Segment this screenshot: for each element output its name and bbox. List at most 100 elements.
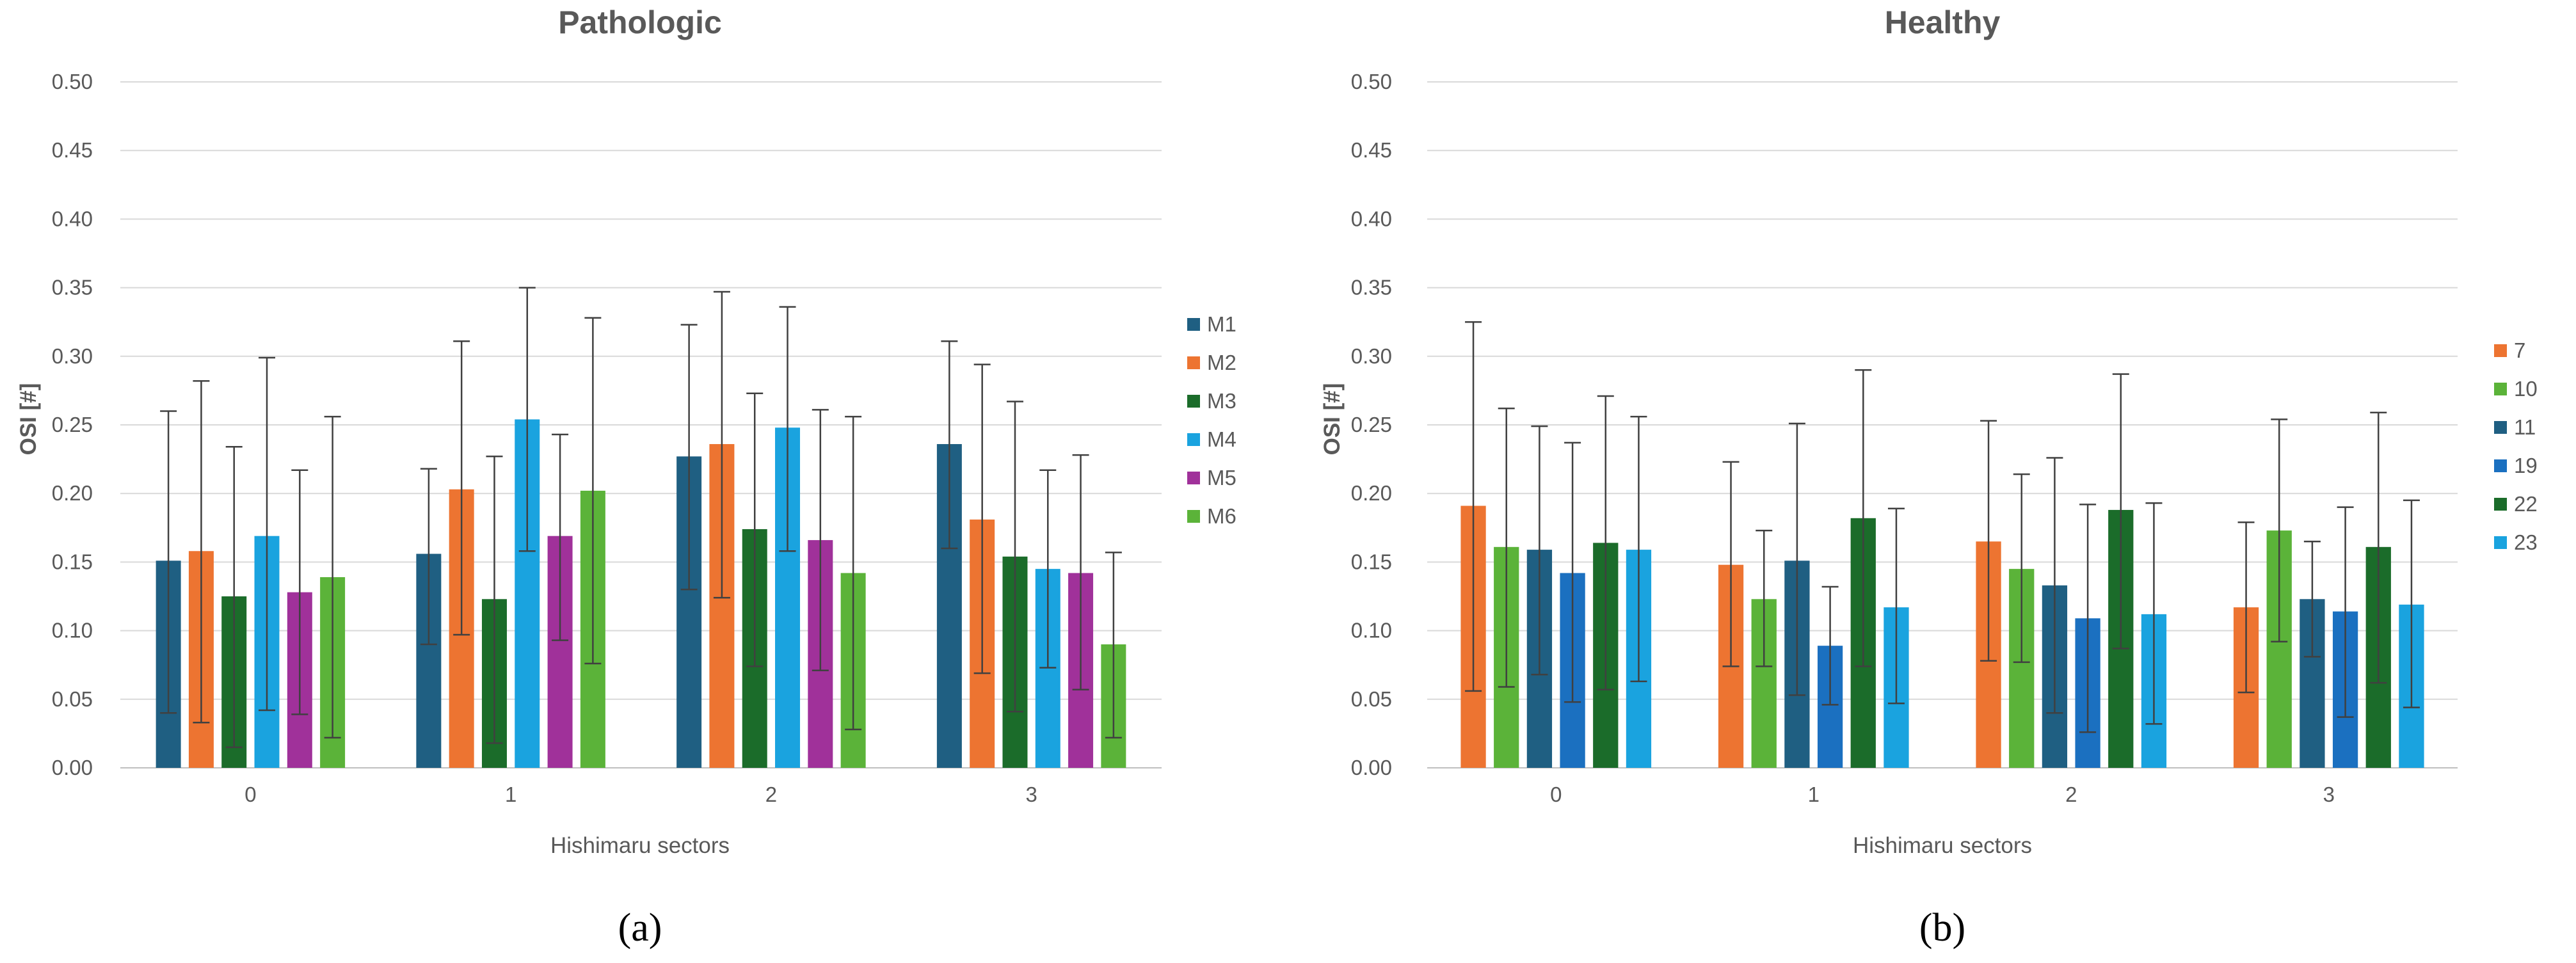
- x-tick-label: 1: [1808, 783, 1820, 806]
- error-bar: [1039, 469, 1057, 669]
- error-bar: [1980, 420, 1997, 662]
- error-bar: [2237, 521, 2255, 694]
- error-bar: [193, 380, 210, 724]
- x-axis-label: Hishimaru sectors: [550, 833, 730, 858]
- error-bar: [1498, 408, 1515, 688]
- error-bar: [1756, 529, 1773, 667]
- error-bar: [2046, 457, 2063, 714]
- y-tick-label: 0.45: [52, 138, 93, 162]
- legend-label: 23: [2514, 530, 2538, 554]
- legend-label: M2: [1207, 351, 1236, 374]
- y-tick-label: 0.05: [1351, 687, 1392, 711]
- error-bar: [746, 392, 764, 667]
- y-tick-label: 0.40: [1351, 207, 1392, 230]
- error-bar: [1465, 321, 1482, 692]
- x-tick-label: 2: [765, 783, 777, 806]
- error-bar: [973, 363, 991, 674]
- error-bar: [779, 306, 796, 552]
- error-bar: [324, 415, 341, 739]
- y-tick-label: 0.35: [52, 276, 93, 299]
- error-bar: [1887, 507, 1905, 704]
- x-axis-label: Hishimaru sectors: [1853, 833, 2032, 858]
- error-bar: [1788, 422, 1805, 696]
- legend-swatch: [1187, 433, 1200, 446]
- legend-swatch: [2494, 459, 2507, 472]
- error-bar: [486, 456, 503, 744]
- legend-swatch: [2494, 344, 2507, 357]
- x-tick-label: 2: [2065, 783, 2077, 806]
- error-bar: [2112, 373, 2129, 649]
- y-tick-label: 0.25: [52, 413, 93, 436]
- error-bar: [2013, 473, 2030, 664]
- error-bar: [941, 340, 958, 550]
- error-bar: [552, 433, 569, 641]
- chart-title: Healthy: [1885, 4, 2001, 40]
- error-bar: [845, 415, 862, 731]
- y-tick-label: 0.15: [1351, 550, 1392, 573]
- error-bar: [2337, 506, 2354, 718]
- y-tick-label: 0.25: [1351, 413, 1392, 436]
- x-tick-label: 0: [1550, 783, 1562, 806]
- legend-label: M6: [1207, 504, 1236, 528]
- legend-label: M1: [1207, 312, 1236, 336]
- legend-label: 19: [2514, 454, 2538, 477]
- y-tick-label: 0.30: [52, 344, 93, 368]
- figure-caption: (a): [618, 906, 662, 950]
- error-bar: [2271, 418, 2288, 643]
- legend-swatch: [2494, 421, 2507, 434]
- y-tick-label: 0.45: [1351, 138, 1392, 162]
- legend-swatch: [1187, 395, 1200, 408]
- legend-swatch: [1187, 510, 1200, 523]
- error-bar: [2370, 411, 2387, 684]
- error-bar: [1821, 585, 1839, 706]
- legend-label: M5: [1207, 466, 1236, 489]
- error-bar: [2145, 502, 2163, 725]
- y-tick-label: 0.10: [52, 619, 93, 642]
- error-bar: [2303, 540, 2321, 658]
- legend-label: 22: [2514, 492, 2538, 516]
- figure-caption: (b): [1919, 906, 1965, 950]
- y-tick-label: 0.20: [52, 481, 93, 505]
- y-axis-label: OSI [#]: [1320, 383, 1345, 456]
- error-bar: [2079, 504, 2097, 733]
- error-bar: [1597, 395, 1614, 691]
- x-tick-label: 1: [505, 783, 516, 806]
- y-tick-label: 0.35: [1351, 276, 1392, 299]
- y-tick-label: 0.10: [1351, 619, 1392, 642]
- gridlines: [1427, 81, 2458, 700]
- error-bar: [259, 356, 276, 712]
- error-bar: [291, 469, 308, 715]
- y-tick-label: 0.15: [52, 550, 93, 573]
- error-bar: [713, 290, 730, 599]
- error-bar: [420, 468, 437, 646]
- y-tick-label: 0.50: [1351, 70, 1392, 93]
- x-tick-label: 0: [244, 783, 256, 806]
- error-bar: [1855, 369, 1872, 667]
- legend-label: M4: [1207, 427, 1236, 451]
- error-bar: [1722, 461, 1740, 667]
- error-bar: [1630, 415, 1647, 683]
- y-axis-label: OSI [#]: [16, 383, 41, 456]
- legend-swatch: [2494, 383, 2507, 395]
- y-tick-label: 0.05: [52, 687, 93, 711]
- error-bar: [225, 446, 243, 749]
- legend-label: 7: [2514, 338, 2525, 362]
- error-bar: [518, 287, 536, 552]
- legend-swatch: [2494, 498, 2507, 511]
- chart-pathologic: Pathologic OSI [#] Hishimaru sectors (a)…: [16, 4, 1236, 950]
- y-tick-label: 0.00: [52, 756, 93, 779]
- legend-label: 11: [2514, 415, 2536, 439]
- legend-swatch: [1187, 318, 1200, 331]
- legend-swatch: [1187, 356, 1200, 369]
- chart-title: Pathologic: [558, 4, 722, 40]
- error-bar: [453, 340, 470, 636]
- legend: M1 M2 M3 M4 M5 M6: [1187, 312, 1236, 528]
- y-tick-label: 0.20: [1351, 481, 1392, 505]
- error-bar: [1564, 442, 1581, 703]
- legend-label: 10: [2514, 377, 2538, 401]
- error-bar: [1072, 454, 1089, 691]
- legend-swatch: [1187, 472, 1200, 484]
- chart-healthy: Healthy OSI [#] Hishimaru sectors (b) 0.…: [1320, 4, 2538, 950]
- legend-swatch: [2494, 536, 2507, 549]
